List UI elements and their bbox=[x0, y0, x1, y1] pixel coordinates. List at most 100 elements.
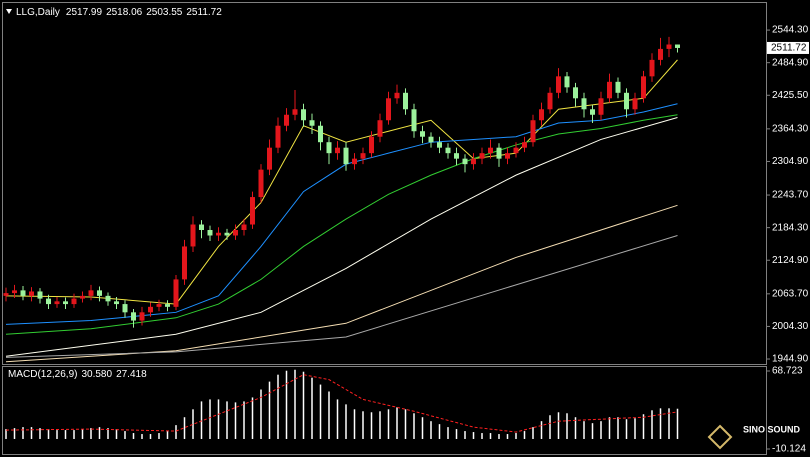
candle-body bbox=[318, 125, 323, 143]
y-tick-label: 2425.50 bbox=[772, 90, 809, 101]
candle-body bbox=[564, 76, 570, 88]
y-tick-label: 2124.90 bbox=[772, 255, 809, 266]
y-tick-label: -10.124 bbox=[772, 444, 806, 455]
candle-body bbox=[250, 197, 255, 225]
candle-body bbox=[139, 312, 145, 321]
candle-body bbox=[267, 147, 272, 170]
candle-body bbox=[258, 169, 264, 198]
y-tick-label: 68.723 bbox=[772, 366, 803, 377]
candle-body bbox=[301, 109, 306, 121]
y-tick-label: 2544.30 bbox=[772, 25, 809, 36]
logo-icon bbox=[707, 424, 733, 450]
candle-body bbox=[105, 295, 111, 302]
candle-body bbox=[607, 81, 612, 99]
candle-body bbox=[37, 291, 43, 299]
candle-body bbox=[505, 153, 510, 159]
candle-body bbox=[97, 290, 102, 296]
candle-body bbox=[445, 147, 451, 154]
candle-body bbox=[530, 120, 536, 143]
candle-body bbox=[54, 301, 60, 305]
candle-body bbox=[88, 290, 94, 296]
candle-body bbox=[411, 109, 417, 132]
candle-body bbox=[63, 301, 68, 305]
symbol: LLG,Daily bbox=[16, 7, 60, 18]
candle-body bbox=[199, 224, 204, 230]
moving-average bbox=[5, 204, 678, 363]
candle-body bbox=[615, 81, 621, 93]
candle-body bbox=[590, 109, 595, 115]
candle-body bbox=[275, 125, 281, 148]
candle-body bbox=[556, 76, 561, 93]
candle-body bbox=[513, 147, 519, 154]
candle-body bbox=[479, 153, 485, 159]
candle-body bbox=[343, 147, 349, 165]
candle-body bbox=[335, 147, 340, 154]
macd-panel bbox=[2, 366, 767, 455]
candle-body bbox=[326, 142, 332, 154]
candle-body bbox=[649, 59, 655, 77]
macd-title: MACD(12,26,9) bbox=[8, 369, 77, 380]
candle-body bbox=[360, 153, 366, 159]
candle-body bbox=[428, 136, 434, 143]
macd-value: 30.580 bbox=[81, 369, 112, 380]
candle-body bbox=[173, 279, 179, 307]
signal-value: 27.418 bbox=[116, 369, 147, 380]
candle-body bbox=[241, 224, 247, 230]
candle-body bbox=[641, 76, 646, 99]
moving-average bbox=[5, 235, 678, 358]
y-tick-label: 2004.30 bbox=[772, 321, 809, 332]
moving-average bbox=[5, 117, 678, 357]
moving-average bbox=[5, 114, 678, 335]
open: 2517.99 bbox=[66, 7, 103, 18]
candle-body bbox=[666, 44, 672, 49]
candle-body bbox=[437, 142, 442, 148]
candle-body bbox=[394, 92, 400, 99]
logo: SINO SOUND bbox=[707, 424, 801, 450]
candle-body bbox=[624, 92, 629, 110]
candle-body bbox=[496, 147, 502, 159]
candle-body bbox=[420, 131, 425, 137]
candle-body bbox=[658, 48, 663, 60]
candle-body bbox=[284, 114, 289, 126]
y-tick-label: 2243.70 bbox=[772, 190, 809, 201]
candle-body bbox=[292, 109, 298, 115]
y-tick-label: 2184.30 bbox=[772, 222, 809, 233]
candle-body bbox=[224, 232, 230, 236]
candle-body bbox=[122, 304, 128, 313]
candle-body bbox=[131, 312, 136, 321]
candle-body bbox=[12, 290, 17, 294]
candle-body bbox=[522, 142, 527, 148]
candle-body bbox=[352, 158, 357, 165]
main-panel bbox=[2, 2, 767, 365]
candle-body bbox=[207, 230, 213, 236]
candle-body bbox=[190, 224, 196, 247]
candle-body bbox=[471, 158, 476, 165]
candle-body bbox=[632, 98, 638, 110]
candle-body bbox=[46, 298, 51, 305]
high: 2518.06 bbox=[106, 7, 143, 18]
candle-body bbox=[377, 120, 383, 137]
candle-body bbox=[488, 147, 493, 154]
candle-body bbox=[598, 98, 604, 115]
price-label: 2511.72 bbox=[771, 43, 807, 54]
candle-body bbox=[182, 246, 187, 280]
y-tick-label: 2364.30 bbox=[772, 124, 809, 135]
candle-body bbox=[114, 301, 119, 305]
candle-body bbox=[233, 230, 238, 236]
y-tick-label: 2304.90 bbox=[772, 156, 809, 167]
candle-body bbox=[369, 136, 374, 154]
price-box bbox=[767, 41, 809, 54]
candle-body bbox=[29, 291, 34, 296]
candle-body bbox=[80, 295, 85, 299]
candle-body bbox=[216, 232, 221, 236]
candle-body bbox=[454, 153, 459, 159]
candle-body bbox=[675, 44, 680, 48]
candle-body bbox=[573, 87, 578, 99]
candle-body bbox=[581, 98, 587, 110]
y-tick-label: 1944.90 bbox=[772, 354, 809, 365]
chart-header: LLG,Daily 2517.99 2518.06 2503.55 2511.72 bbox=[16, 7, 222, 18]
moving-average bbox=[5, 59, 678, 305]
candle-body bbox=[547, 92, 553, 110]
